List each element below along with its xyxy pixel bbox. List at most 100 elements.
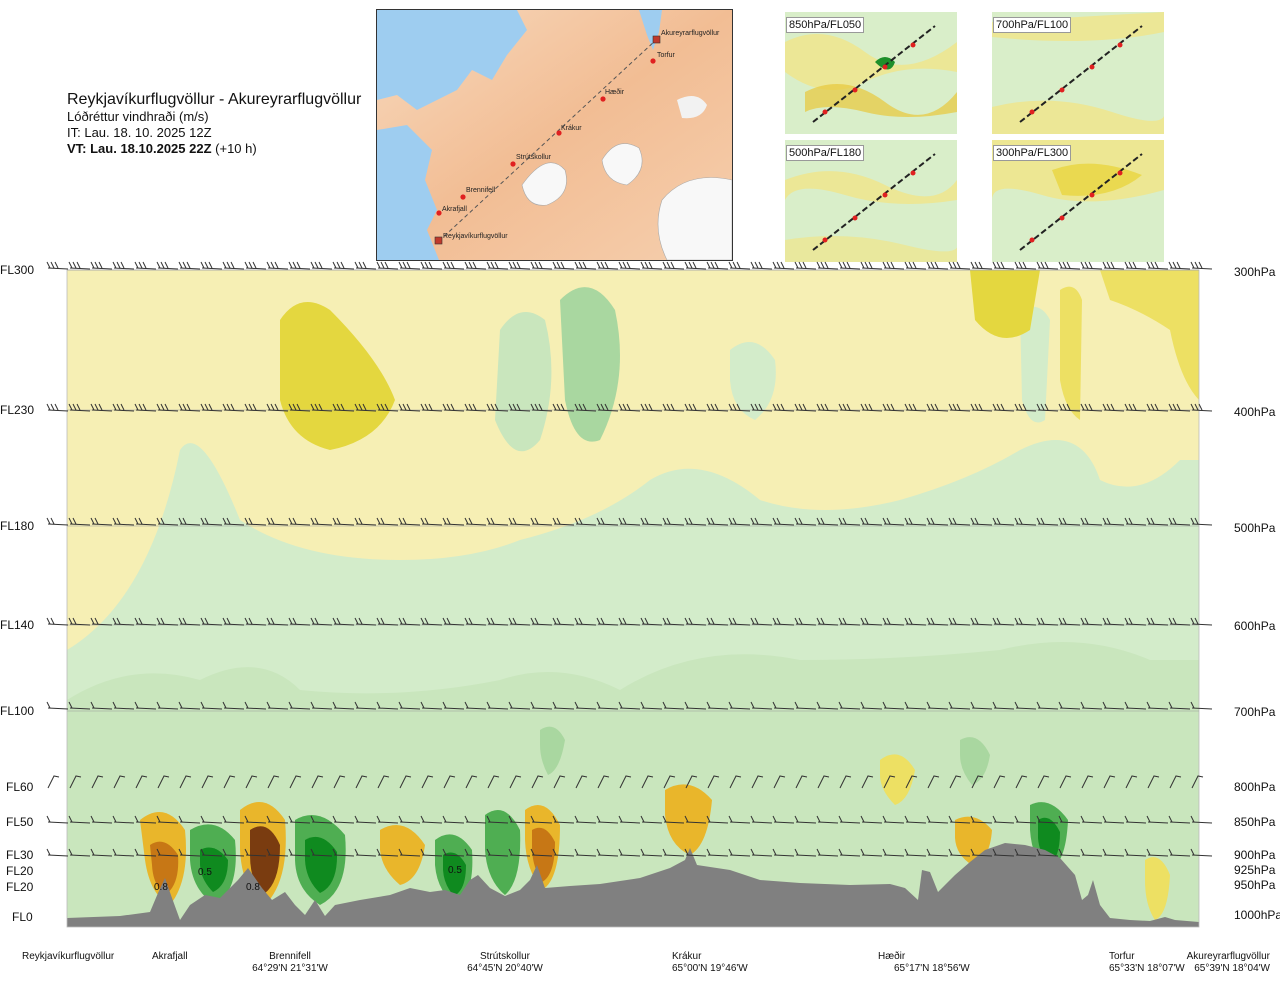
wind-barb	[750, 848, 773, 857]
wind-barb	[904, 403, 927, 412]
wind-barb	[772, 848, 795, 857]
wind-barb	[464, 701, 487, 710]
wind-barb	[46, 517, 69, 526]
wind-barb	[113, 775, 126, 789]
upper-yellow-right-3	[1060, 286, 1082, 420]
wind-barb	[222, 815, 245, 824]
wave-up-3-core	[443, 852, 466, 896]
wind-barb	[904, 261, 927, 270]
wind-barb	[596, 403, 619, 412]
wind-barb	[1169, 775, 1182, 789]
hpa-label-300: 300hPa	[1234, 265, 1276, 279]
wind-barb	[1168, 701, 1191, 710]
wind-barb	[464, 517, 487, 526]
wind-barb	[1102, 617, 1125, 626]
thumb-850[interactable]: 850hPa/FL050	[785, 12, 957, 134]
wind-barb	[574, 403, 597, 412]
wind-barb	[1058, 517, 1081, 526]
wind-barb	[1014, 403, 1037, 412]
wind-barb	[464, 848, 487, 857]
wind-barb	[68, 815, 91, 824]
wind-barb	[860, 848, 883, 857]
title-block: Reykjavíkurflugvöllur - Akureyrarflugvöl…	[67, 90, 387, 157]
wind-barb	[1102, 403, 1125, 412]
wind-barb	[354, 617, 377, 626]
wind-barb	[970, 617, 993, 626]
wind-barb	[1058, 261, 1081, 270]
wind-barb	[486, 617, 509, 626]
wind-barb	[772, 815, 795, 824]
wind-barb	[487, 775, 500, 789]
wind-barb	[266, 815, 289, 824]
wind-barb	[464, 617, 487, 626]
wind-barb	[156, 261, 179, 270]
wind-barb	[596, 617, 619, 626]
wind-barb	[1058, 617, 1081, 626]
wind-barb	[1124, 517, 1147, 526]
wind-barb	[684, 701, 707, 710]
fl-label-100: FL100	[0, 704, 35, 718]
wind-barb	[398, 261, 421, 270]
wind-barb	[156, 815, 179, 824]
wind-barb	[222, 261, 245, 270]
wind-barb	[684, 517, 707, 526]
wind-barb	[156, 848, 179, 857]
wind-barb	[310, 848, 333, 857]
wind-barb	[1190, 617, 1213, 626]
wind-barb	[816, 403, 839, 412]
wind-barb	[134, 617, 157, 626]
wave-down-7	[1145, 857, 1170, 920]
valid-time-offset: (+10 h)	[211, 141, 257, 156]
wind-barb	[1036, 617, 1059, 626]
waypoint-marker-brennifell	[460, 194, 466, 200]
variable-label: Lóðréttur vindhraði (m/s)	[67, 109, 209, 124]
fl-label-50: FL50	[6, 815, 34, 829]
wind-barb	[90, 815, 113, 824]
wind-barb	[1190, 261, 1213, 270]
wind-barb	[618, 403, 641, 412]
wind-barb	[178, 701, 201, 710]
wind-barb	[618, 815, 641, 824]
wind-barb	[376, 848, 399, 857]
wind-barb	[706, 403, 729, 412]
bottom-label-haedir: Hæðir 65°17'N 18°56'W	[878, 951, 970, 974]
wind-barb	[134, 517, 157, 526]
wind-barb	[838, 815, 861, 824]
wind-barb	[706, 848, 729, 857]
wind-barb	[860, 261, 883, 270]
wind-barb	[1168, 815, 1191, 824]
fl-label-20b: FL20	[6, 880, 34, 894]
wind-barb	[1036, 701, 1059, 710]
thumb-300[interactable]: 300hPa/FL300	[992, 140, 1164, 262]
thumb-500[interactable]: 500hPa/FL180	[785, 140, 957, 262]
wind-barb	[926, 261, 949, 270]
wind-barb	[442, 517, 465, 526]
wind-barb	[201, 775, 214, 789]
thumb-850-label: 850hPa/FL050	[786, 17, 865, 33]
wind-barb	[706, 617, 729, 626]
thumb-700[interactable]: 700hPa/FL100	[992, 12, 1164, 134]
wind-barb	[839, 775, 852, 789]
wind-barb	[442, 617, 465, 626]
wind-barb	[1190, 701, 1213, 710]
wind-barb	[442, 403, 465, 412]
wind-barb	[816, 517, 839, 526]
waypoint-marker-akureyri	[652, 35, 661, 44]
wind-barb	[90, 701, 113, 710]
map-label-haedir: Hæðir	[605, 88, 625, 96]
waypoint-marker-akrafjall	[436, 210, 442, 216]
waypoint-marker-strutskollur	[510, 161, 516, 167]
wind-barb	[684, 617, 707, 626]
wind-barb	[332, 701, 355, 710]
wind-barb	[178, 517, 201, 526]
wind-barb	[200, 701, 223, 710]
wind-barb	[816, 815, 839, 824]
wind-barb	[1190, 403, 1213, 412]
wind-barb	[244, 617, 267, 626]
wind-barb	[178, 403, 201, 412]
wave-up-1-core	[200, 847, 228, 892]
hpa-label-900: 900hPa	[1234, 848, 1276, 862]
upper-yellow-right-2	[1100, 270, 1199, 400]
wind-barb	[354, 261, 377, 270]
wind-barb	[68, 403, 91, 412]
